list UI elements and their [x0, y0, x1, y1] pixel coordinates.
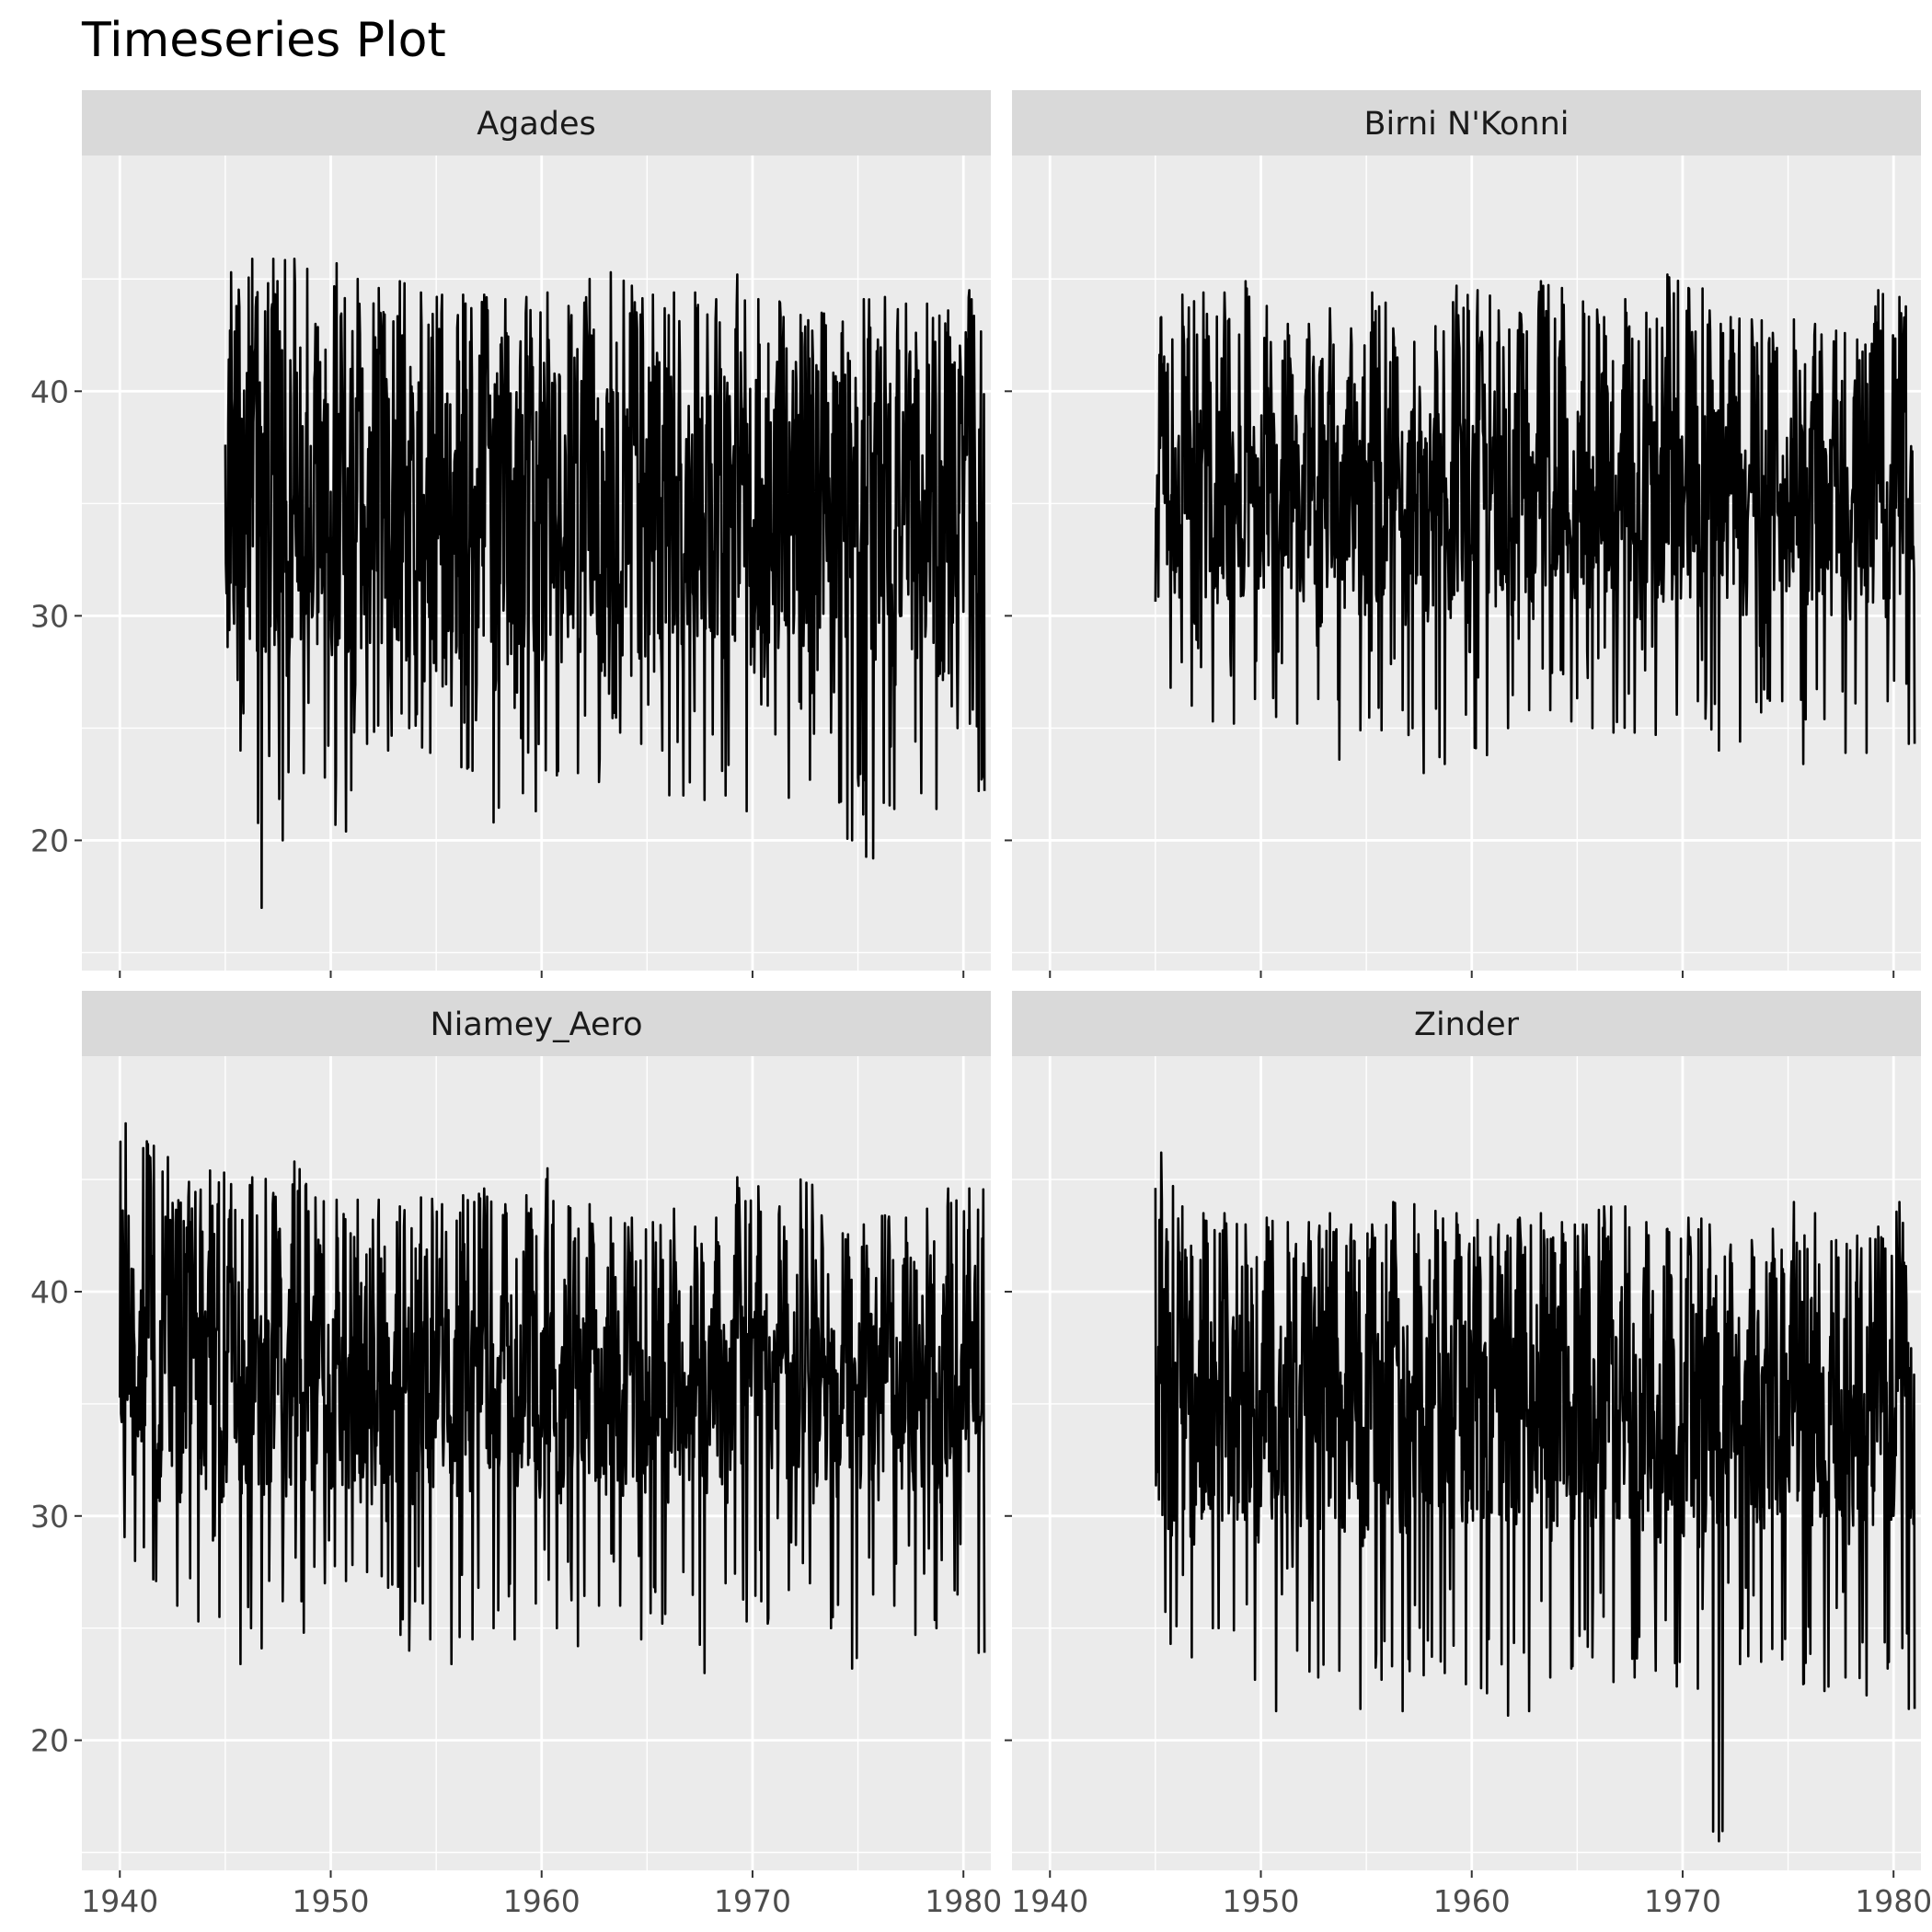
facet-panel-agades: Agades	[82, 90, 991, 971]
facet-panel-birni-nkonni: Birni N'Konni	[1012, 90, 1921, 971]
y-tick-label: 30	[30, 1499, 69, 1535]
strip-label: Agades	[477, 106, 596, 143]
facet-panel-niamey-aero: Niamey_Aero	[82, 991, 991, 1870]
strip-background	[1012, 991, 1921, 1056]
y-tick-label: 20	[30, 822, 69, 858]
series-line	[224, 258, 986, 909]
strip-background	[82, 90, 991, 155]
x-tick-label: 1980	[925, 1883, 1002, 1919]
x-axis-left-column: 1940 1950 1960 1970 1980	[81, 971, 1002, 1919]
strip-label: Zinder	[1414, 1006, 1520, 1043]
strip-label: Niamey_Aero	[430, 1006, 642, 1043]
x-tick-label: 1970	[714, 1883, 791, 1919]
y-tick-label: 20	[30, 1723, 69, 1759]
x-tick-label: 1940	[81, 1883, 158, 1919]
x-tick-label: 1960	[503, 1883, 581, 1919]
y-axis-bottom-row: 20 30 40	[30, 1274, 1012, 1759]
x-tick-label: 1950	[1223, 1883, 1300, 1919]
y-tick-label: 40	[30, 1274, 69, 1310]
x-tick-label: 1980	[1855, 1883, 1932, 1919]
x-axis-right-column: 1940 1950 1960 1970 1980	[1011, 971, 1932, 1919]
series-line	[1154, 273, 1916, 775]
series-line	[119, 1121, 986, 1674]
chart-title: Timeseries Plot	[81, 13, 446, 68]
series-line	[1154, 1151, 1916, 1843]
x-tick-label: 1960	[1433, 1883, 1511, 1919]
x-tick-label: 1970	[1644, 1883, 1721, 1919]
x-tick-label: 1950	[293, 1883, 370, 1919]
strip-background	[1012, 90, 1921, 155]
y-tick-label: 40	[30, 374, 69, 409]
strip-label: Birni N'Konni	[1363, 106, 1569, 143]
y-tick-label: 30	[30, 598, 69, 634]
x-tick-label: 1940	[1011, 1883, 1088, 1919]
y-axis-top-row: 20 30 40	[30, 374, 1012, 858]
facet-panel-zinder: Zinder	[1012, 991, 1921, 1870]
strip-background	[82, 991, 991, 1056]
